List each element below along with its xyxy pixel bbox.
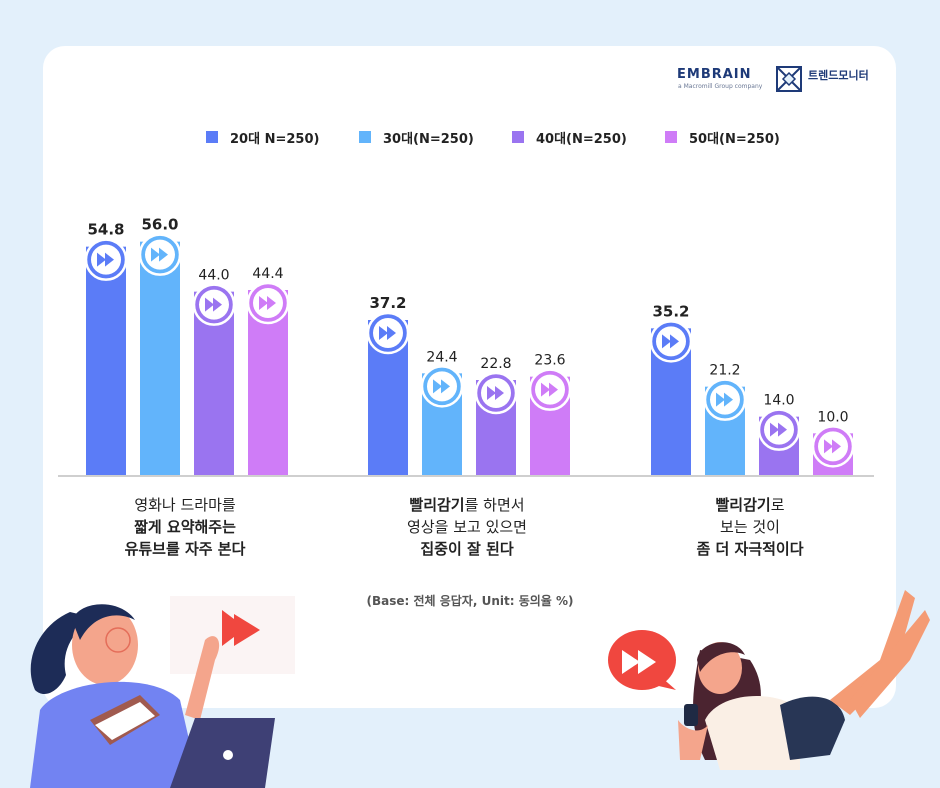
value-label: 35.2 bbox=[652, 302, 689, 320]
legend-item-20s: 20대 N=250) bbox=[206, 128, 320, 147]
category-label-line: 빨리감기를 하면서 bbox=[409, 496, 525, 514]
value-label: 54.8 bbox=[87, 221, 124, 239]
value-label: 14.0 bbox=[763, 393, 794, 409]
fast-forward-icon bbox=[811, 425, 855, 468]
value-label: 44.4 bbox=[252, 266, 283, 282]
category-label-line: 영화나 드라마를 bbox=[134, 496, 236, 514]
category-label-line: 집중이 잘 된다 bbox=[420, 540, 514, 558]
value-label: 44.0 bbox=[198, 268, 229, 284]
value-label: 56.0 bbox=[141, 216, 178, 234]
fast-forward-icon bbox=[703, 378, 747, 421]
fast-forward-icon bbox=[192, 283, 236, 326]
fast-forward-icon bbox=[366, 311, 410, 355]
category-label-line: 보는 것이 bbox=[720, 518, 780, 536]
value-label: 22.8 bbox=[480, 356, 511, 372]
value-label: 23.6 bbox=[534, 353, 565, 369]
value-label: 21.2 bbox=[709, 363, 740, 379]
chart-legend: 20대 N=250) 30대(N=250) 40대(N=250) 50대(N=2… bbox=[206, 128, 806, 147]
fast-forward-icon bbox=[757, 408, 801, 451]
category-label-line: 좀 더 자극적이다 bbox=[696, 540, 804, 558]
legend-swatch bbox=[206, 131, 218, 143]
legend-item-40s: 40대(N=250) bbox=[512, 128, 627, 147]
value-label: 10.0 bbox=[817, 409, 848, 425]
legend-label: 40대(N=250) bbox=[536, 131, 627, 147]
fast-forward-icon bbox=[474, 371, 518, 415]
fast-forward-icon bbox=[420, 365, 464, 408]
bar bbox=[86, 246, 126, 475]
footnote: (Base: 전체 응답자, Unit: 동의율 %) bbox=[366, 594, 574, 608]
woman-reading-illustration bbox=[30, 596, 295, 788]
value-label: 24.4 bbox=[426, 349, 457, 365]
category-label-line: 짧게 요약해주는 bbox=[134, 518, 236, 536]
legend-item-50s: 50대(N=250) bbox=[665, 128, 780, 147]
category-label-line: 영상을 보고 있으면 bbox=[407, 518, 527, 536]
legend-label: 50대(N=250) bbox=[689, 131, 780, 147]
fast-forward-icon bbox=[246, 281, 290, 325]
fast-forward-icon bbox=[138, 233, 182, 276]
category-label-line: 유튜브를 자주 본다 bbox=[124, 540, 246, 558]
brand-mark-icon bbox=[776, 66, 802, 92]
fast-forward-icon bbox=[649, 320, 693, 363]
legend-item-30s: 30대(N=250) bbox=[359, 128, 474, 147]
value-label: 37.2 bbox=[369, 294, 406, 312]
brand-logo-subtitle: a Macromill Group company bbox=[678, 83, 763, 90]
brand-logo: EMBRAIN a Macromill Group company 트렌드모니터 bbox=[677, 64, 877, 94]
legend-swatch bbox=[359, 131, 371, 143]
woman-phone-illustration bbox=[608, 590, 930, 770]
fast-forward-icon bbox=[84, 238, 128, 281]
category-label-line: 빨리감기로 bbox=[715, 496, 785, 514]
bar bbox=[140, 241, 180, 475]
legend-label: 20대 N=250) bbox=[230, 131, 320, 147]
legend-swatch bbox=[512, 131, 524, 143]
brand-trend-monitor: 트렌드모니터 bbox=[808, 69, 869, 82]
brand-logo-text: EMBRAIN bbox=[677, 67, 752, 82]
fast-forward-icon bbox=[528, 368, 572, 411]
legend-swatch bbox=[665, 131, 677, 143]
legend-label: 30대(N=250) bbox=[383, 131, 474, 147]
